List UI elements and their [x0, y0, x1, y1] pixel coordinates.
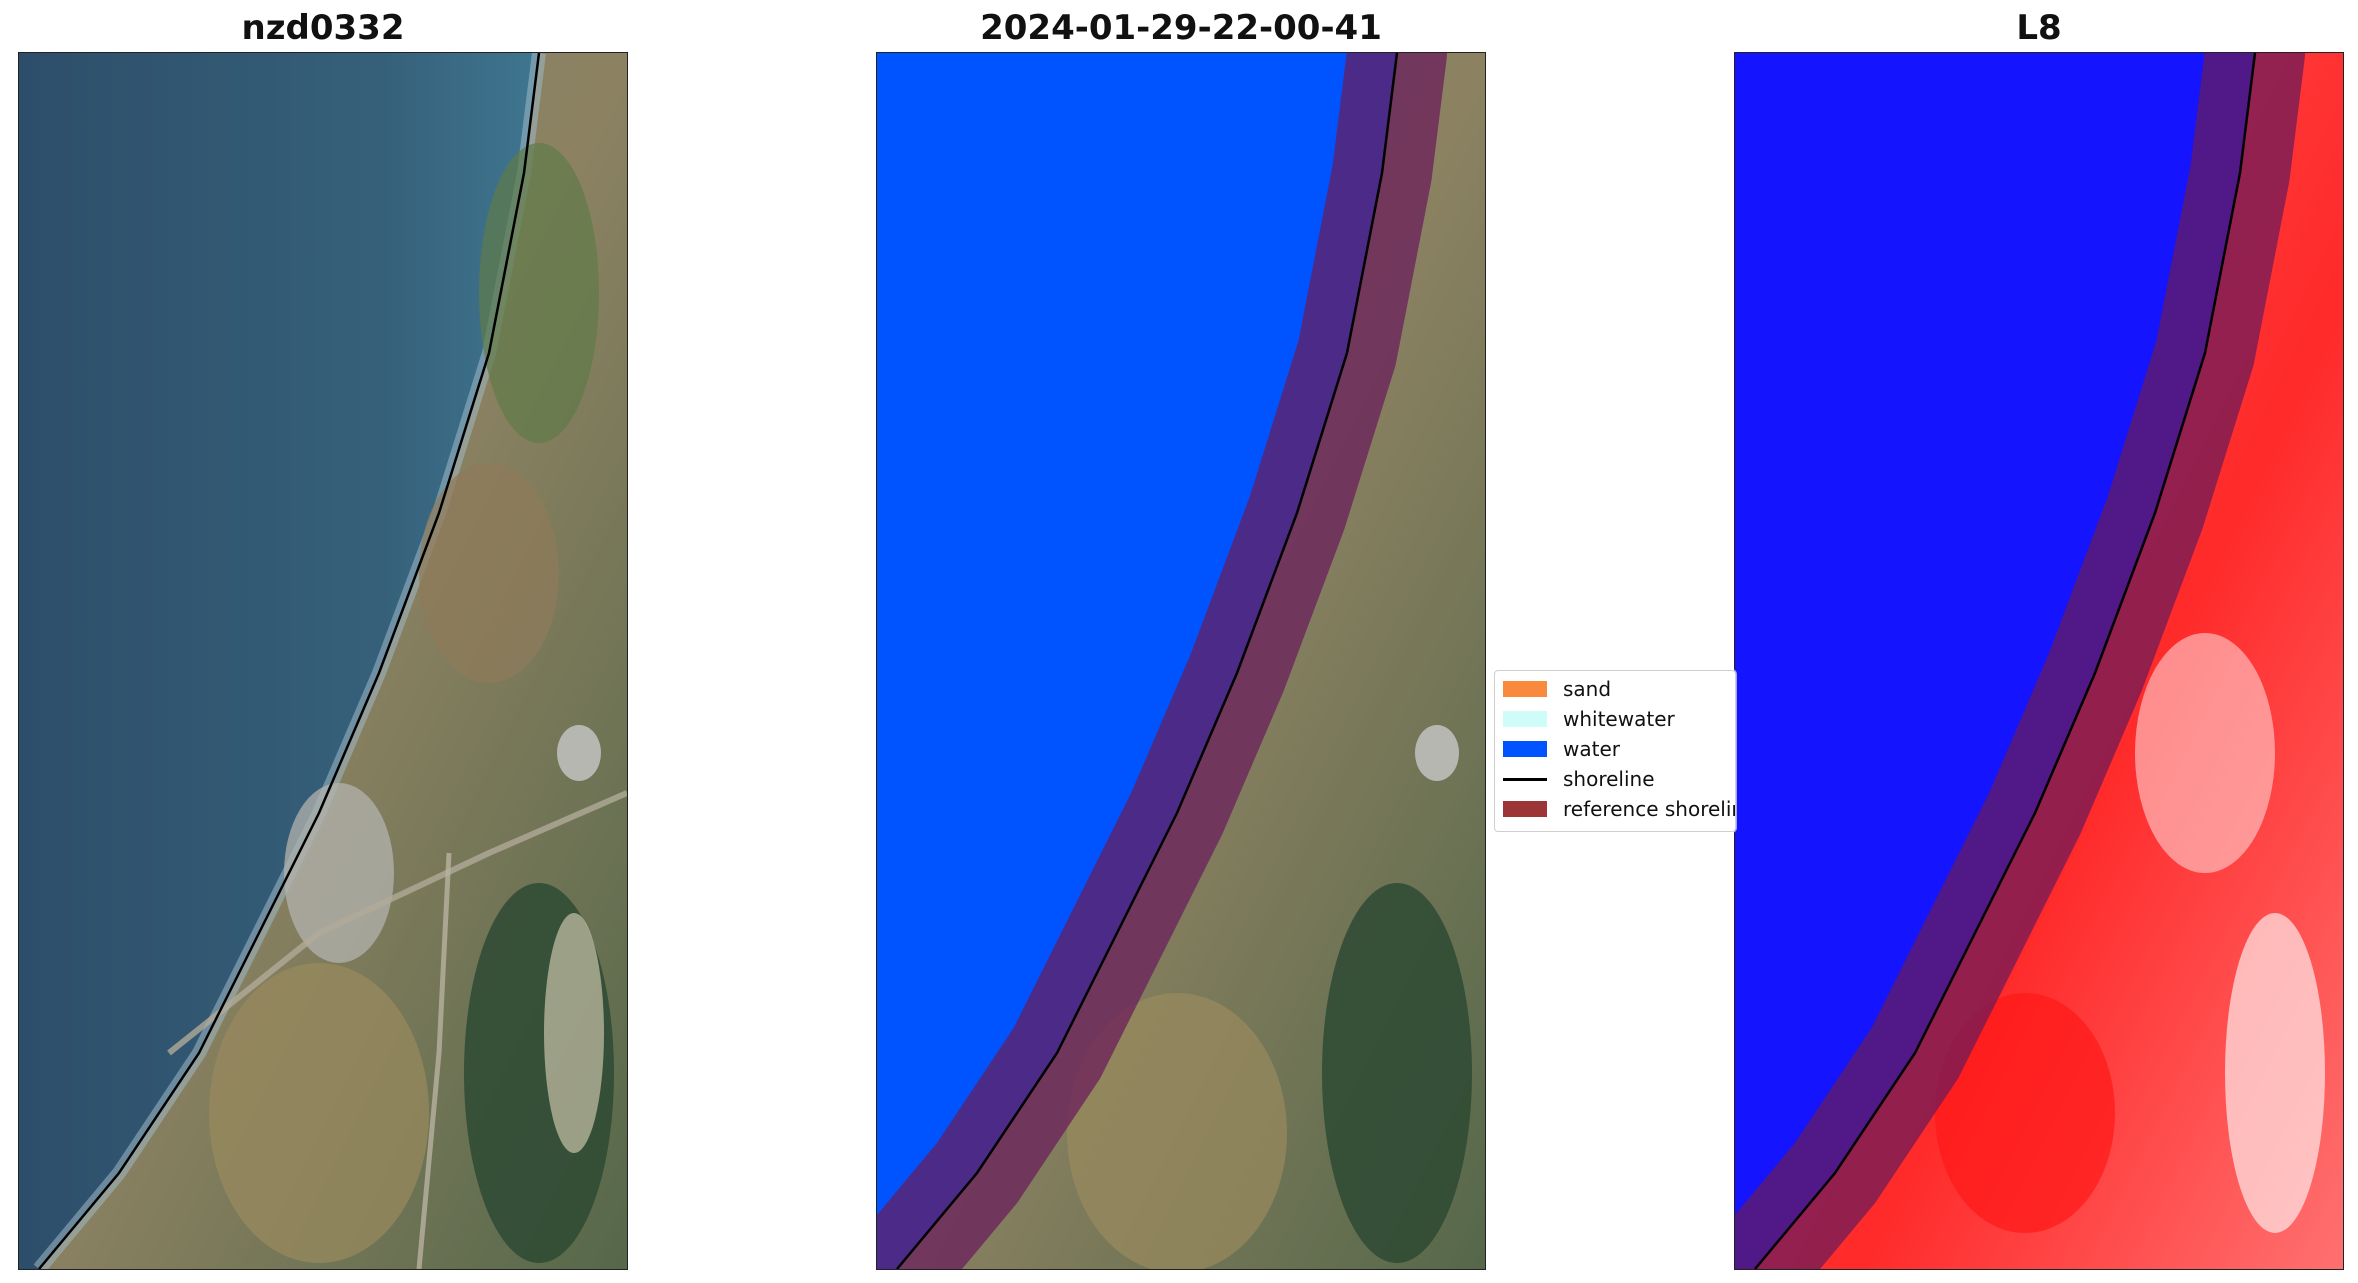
- panel-title-classified: 2024-01-29-22-00-41: [980, 8, 1382, 48]
- classified-image: [876, 52, 1486, 1270]
- index-image: [1734, 52, 2344, 1270]
- legend-item-water: water: [1503, 735, 1620, 763]
- legend-swatch-buffer: [1503, 801, 1547, 817]
- legend-label: whitewater: [1563, 707, 1675, 731]
- legend-label: water: [1563, 737, 1620, 761]
- rgb-satellite-image: [18, 52, 628, 1270]
- legend: sand whitewater water shoreline referenc…: [1494, 670, 1736, 832]
- legend-item-sand: sand: [1503, 675, 1611, 703]
- legend-label: reference shoreline buffer: [1563, 797, 1735, 821]
- legend-swatch-whitewater: [1503, 711, 1547, 727]
- legend-item-reference-shoreline-buffer: reference shoreline buffer: [1503, 795, 1735, 823]
- legend-swatch-sand: [1503, 681, 1547, 697]
- legend-swatch-water: [1503, 741, 1547, 757]
- panel-title-index: L8: [2016, 8, 2062, 48]
- legend-label: sand: [1563, 677, 1612, 701]
- legend-label: shoreline: [1563, 767, 1655, 791]
- legend-item-shoreline: shoreline: [1503, 765, 1655, 793]
- legend-swatch-shoreline: [1503, 777, 1547, 781]
- legend-item-whitewater: whitewater: [1503, 705, 1675, 733]
- panel-title-rgb: nzd0332: [241, 8, 405, 48]
